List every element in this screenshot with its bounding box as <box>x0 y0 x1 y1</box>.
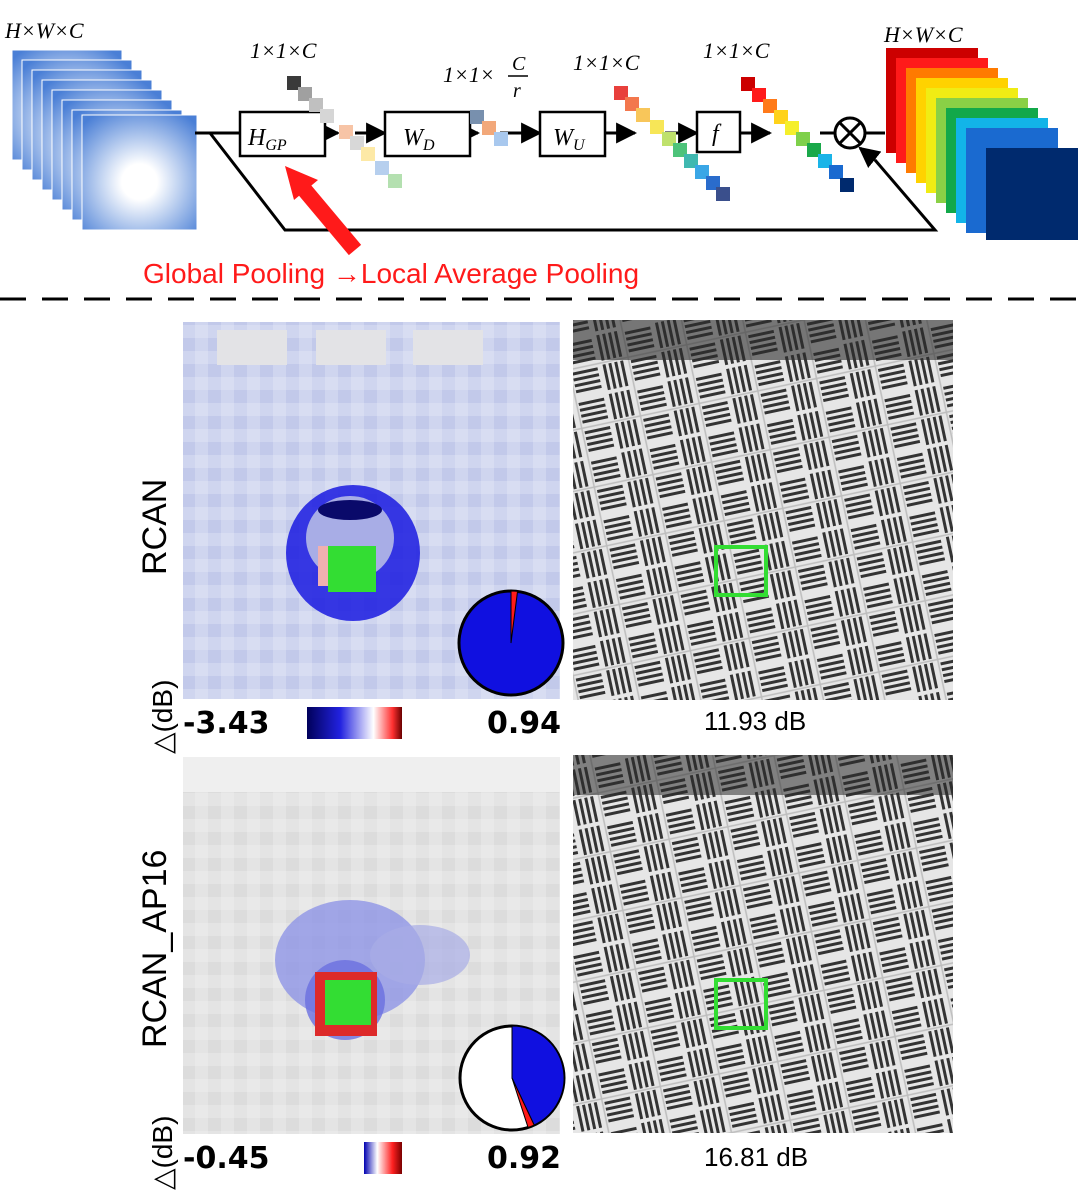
input-dims-label: H×W×C <box>4 18 84 43</box>
svg-text:C: C <box>512 53 526 75</box>
block-hgp: HGP <box>238 110 327 158</box>
annotation-text: Global Pooling →Local Average Pooling <box>143 258 639 289</box>
colorbar-rcan <box>307 707 402 739</box>
annotation-arrow <box>285 166 362 256</box>
delta-label-rcan: △(dB) <box>147 680 178 754</box>
psnr-rcan-ap16: 16.81 dB <box>704 1142 808 1172</box>
block-wu: WU <box>538 110 607 158</box>
colorbar-rcan-ap16 <box>364 1142 402 1174</box>
delta-label-rcan-ap16: △(dB) <box>147 1116 178 1190</box>
f-label: f <box>712 121 722 147</box>
svg-text:WU: WU <box>553 125 586 154</box>
dims-wu-label: 1×1×C <box>573 50 640 75</box>
psnr-rcan: 11.93 dB <box>704 706 806 736</box>
pie-slice-red <box>510 590 519 644</box>
wu-sub: U <box>573 137 586 154</box>
cmap-max-rcan: 0.94 <box>487 706 561 741</box>
wd-main: W <box>403 125 425 151</box>
cmap-min-rcan: -3.43 <box>183 706 269 741</box>
multiply-node <box>833 116 867 150</box>
pie-rcan <box>457 589 565 697</box>
sr-result-rcan <box>573 320 953 700</box>
pie-rcan-ap16 <box>458 1024 566 1132</box>
hgp-sub: GP <box>265 137 287 154</box>
wd-sub: D <box>422 137 435 154</box>
svg-text:1×1×: 1×1× <box>443 62 495 87</box>
wu-main: W <box>553 125 575 151</box>
vector-f <box>741 77 854 192</box>
dims-gp-label: 1×1×C <box>250 38 317 63</box>
vector-wu <box>614 86 730 201</box>
block-wd: WD <box>383 110 472 158</box>
hgp-main: H <box>247 125 267 151</box>
input-feature-stack <box>11 49 198 231</box>
vector-gp <box>287 76 402 188</box>
cmap-max-rcan-ap16: 0.92 <box>487 1141 561 1176</box>
dims-f-label: 1×1×C <box>703 38 770 63</box>
row-label-rcan: RCAN <box>136 479 174 575</box>
output-dims-label: H×W×C <box>883 22 963 47</box>
sr-result-rcan-ap16 <box>573 755 953 1133</box>
row-label-rcan-ap16: RCAN_AP16 <box>136 850 174 1048</box>
svg-text:HGP: HGP <box>247 125 287 154</box>
cmap-min-rcan-ap16: -0.45 <box>183 1141 269 1176</box>
dims-wd-label: 1×1× C r <box>443 53 528 102</box>
vector-wd <box>470 110 508 146</box>
pie-slice-red <box>511 1077 535 1129</box>
pie-slice-blue <box>511 1025 565 1126</box>
block-f: f <box>695 110 742 154</box>
output-feature-stack <box>886 48 1078 240</box>
svg-text:WD: WD <box>403 125 435 154</box>
svg-text:r: r <box>513 80 521 102</box>
